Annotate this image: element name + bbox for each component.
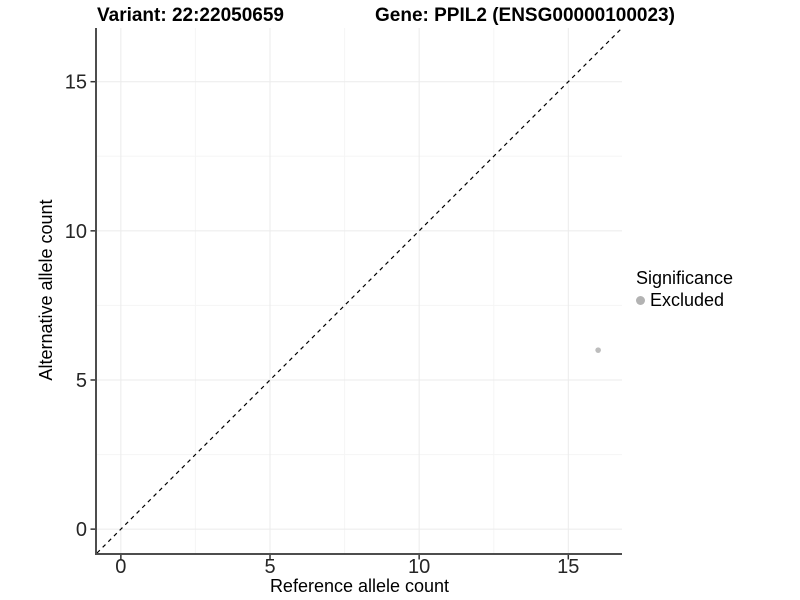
x-tick-label: 0 <box>115 556 126 578</box>
legend-point-icon <box>636 295 645 305</box>
x-tick-label: 15 <box>557 556 579 578</box>
legend-entry-label: Excluded <box>650 290 725 310</box>
x-tick-label: 5 <box>264 556 275 578</box>
y-tick-label: 15 <box>65 72 87 94</box>
identity-line <box>96 27 623 554</box>
legend: Significance Excluded <box>636 267 733 311</box>
y-axis-title: Alternative allele count <box>36 199 56 381</box>
y-tick-label: 0 <box>76 519 87 541</box>
y-tick-label: 10 <box>65 221 87 243</box>
x-tick-label: 10 <box>408 556 430 578</box>
legend-entry-excluded: Excluded <box>636 289 733 311</box>
y-tick-label: 5 <box>76 370 87 392</box>
data-point <box>595 347 601 353</box>
variant-title: Variant: 22:22050659 <box>97 5 284 26</box>
legend-title: Significance <box>636 268 734 288</box>
x-axis-title: Reference allele count <box>269 576 450 596</box>
gene-title: Gene: PPIL2 (ENSG00000100023) <box>375 5 675 26</box>
